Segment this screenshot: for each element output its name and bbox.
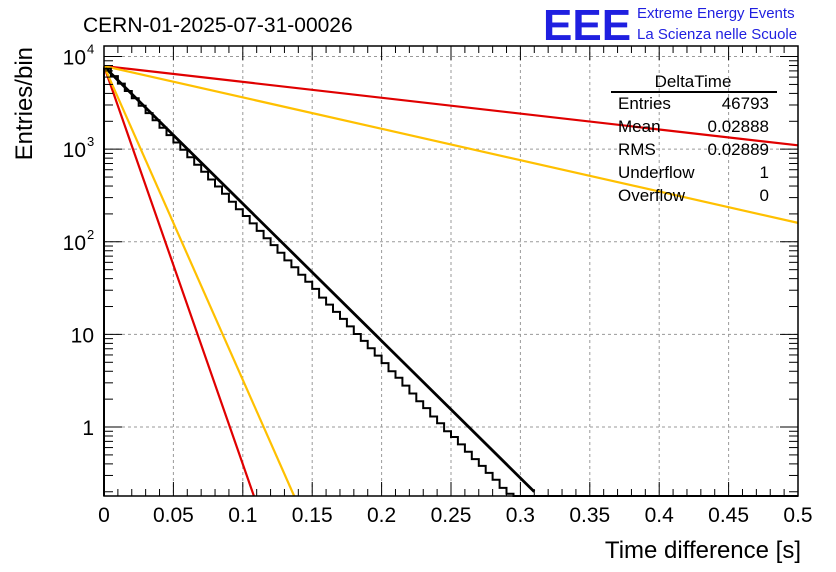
y-tick-label: 10 xyxy=(63,139,86,162)
plot-frame xyxy=(103,45,799,497)
x-tick-label: 0.1 xyxy=(228,504,257,527)
x-tick-label: 0 xyxy=(98,504,110,527)
fit-line xyxy=(103,64,799,147)
x-tick-label: 0.25 xyxy=(431,504,472,527)
stats-row-label: Mean xyxy=(618,117,661,136)
y-tick-label: 10 xyxy=(63,47,86,70)
stats-row-value: 46793 xyxy=(722,94,769,113)
stats-row-label: RMS xyxy=(618,140,656,159)
x-axis-label: Time difference [s] xyxy=(605,537,801,564)
logo-mark: EEE xyxy=(543,1,631,50)
x-tick-label: 0.35 xyxy=(569,504,610,527)
fit-line xyxy=(103,65,536,493)
y-tick-exponent: 2 xyxy=(87,227,94,242)
stats-rows: Entries 46793 Mean 0.02888 RMS 0.02889 Underfl… xyxy=(618,94,769,205)
y-tick-label: 10 xyxy=(63,232,86,255)
fit-line xyxy=(102,65,296,497)
axes: 0 0.05 0.1 0.15 0.2 0.25 0.3 0.35 0.4 0.45 0.51101… xyxy=(63,42,813,527)
stats-row-value: 0 xyxy=(760,186,769,205)
stats-row-label: Entries xyxy=(618,94,671,113)
y-tick-label: 1 xyxy=(82,417,94,440)
y-tick-label: 10 xyxy=(71,324,94,347)
x-tick-label: 0.45 xyxy=(708,504,749,527)
grid xyxy=(104,46,798,496)
fit-line xyxy=(103,64,799,224)
logo-line-1: Extreme Energy Events xyxy=(637,5,795,22)
x-tick-label: 0.2 xyxy=(367,504,396,527)
stats-row-label: Overflow xyxy=(618,186,686,205)
eee-logo: EEE Extreme Energy Events La Scienza nel… xyxy=(543,1,797,50)
x-tick-label: 0.4 xyxy=(645,504,675,527)
stats-box: DeltaTime Entries 46793 Mean 0.02888 RMS 0.02… xyxy=(611,72,777,205)
y-tick-exponent: 4 xyxy=(87,42,94,57)
x-tick-label: 0.5 xyxy=(783,504,812,527)
chart-title: CERN-01-2025-07-31-00026 xyxy=(83,14,353,37)
x-tick-label: 0.3 xyxy=(506,504,535,527)
x-tick-label: 0.15 xyxy=(292,504,333,527)
stats-row-value: 1 xyxy=(760,163,769,182)
stats-row-value: 0.02888 xyxy=(708,117,769,136)
stats-row-value: 0.02889 xyxy=(708,140,769,159)
fit-curves xyxy=(102,64,799,497)
stats-title: DeltaTime xyxy=(655,72,732,91)
x-tick-label: 0.05 xyxy=(153,504,194,527)
stats-row-label: Underflow xyxy=(618,163,695,182)
y-axis-label: Entries/bin xyxy=(11,47,38,160)
y-tick-exponent: 3 xyxy=(87,134,94,149)
fit-line xyxy=(102,65,255,497)
logo-line-2: La Scienza nelle Scuole xyxy=(637,26,797,43)
